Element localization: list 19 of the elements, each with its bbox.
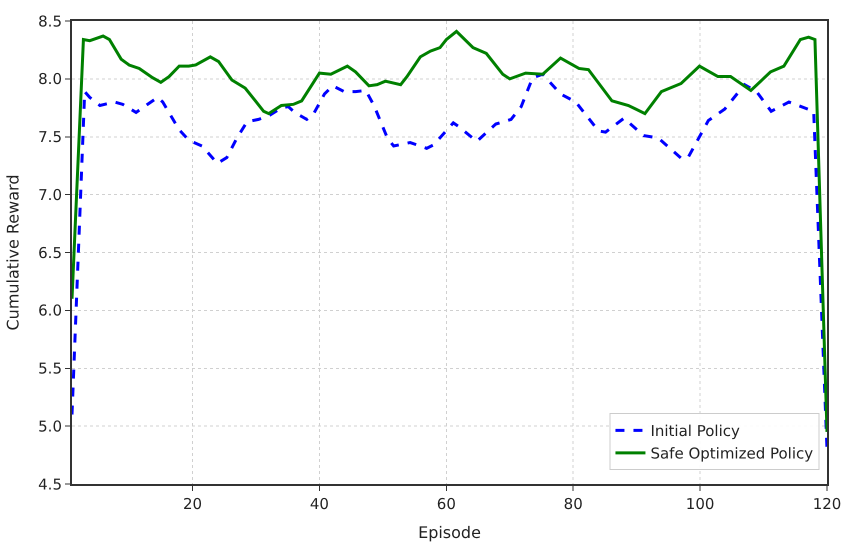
- x-tick-label: 120: [812, 495, 842, 513]
- y-tick-label: 7.0: [38, 186, 62, 204]
- y-tick-label: 6.5: [38, 244, 62, 262]
- y-tick-label: 8.5: [38, 12, 62, 30]
- x-tick-label: 40: [310, 495, 329, 513]
- y-tick-label: 5.5: [38, 360, 62, 378]
- legend-label: Initial Policy: [650, 422, 740, 440]
- y-tick-label: 5.0: [38, 417, 62, 436]
- y-axis-title: Cumulative Reward: [4, 174, 23, 330]
- x-tick-label: 80: [564, 495, 583, 513]
- y-tick-label: 6.0: [38, 302, 62, 320]
- x-tick-label: 20: [183, 495, 202, 513]
- y-tick-label: 7.5: [38, 128, 62, 146]
- y-tick-label: 8.0: [38, 70, 62, 88]
- y-tick-label: 4.5: [38, 475, 62, 494]
- legend-label: Safe Optimized Policy: [650, 444, 814, 463]
- x-tick-label: 100: [686, 495, 714, 513]
- x-tick-label: 60: [436, 495, 456, 513]
- x-axis-title: Episode: [418, 523, 481, 542]
